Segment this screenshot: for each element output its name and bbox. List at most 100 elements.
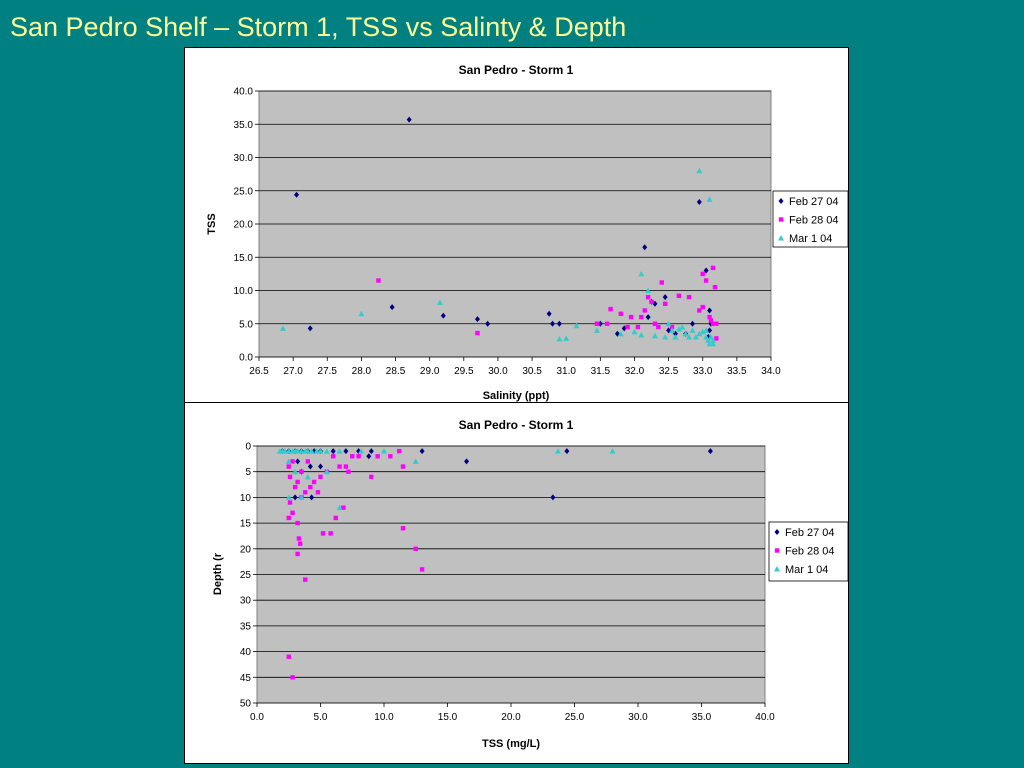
data-point [336,448,343,454]
data-point [290,510,295,516]
data-point [556,336,563,342]
data-point [305,459,310,464]
x-tick-label: 34.0 [761,366,781,377]
data-point [400,526,406,531]
data-point [287,474,293,480]
legend-marker [774,566,780,572]
data-point [710,265,716,271]
y-tick-label: 40 [240,647,252,658]
legend-entry: Feb 28 04 [785,546,835,558]
data-point [621,325,627,332]
y-tick-label: 5 [245,467,251,478]
x-tick-label: 31.0 [556,366,576,377]
data-point [294,191,300,198]
data-point [308,484,313,490]
data-point [285,448,292,454]
y-tick-label: 20 [240,544,252,555]
data-point [294,448,301,454]
data-point [412,458,419,464]
data-point [686,294,692,300]
data-point [696,330,703,337]
data-point [440,312,446,319]
data-point [689,327,696,333]
y-tick-label: 35 [240,621,252,632]
data-point [714,321,719,326]
data-point [304,448,311,454]
data-point [556,320,562,327]
data-point [311,479,317,485]
data-point [700,304,705,310]
y-tick-label: 30.0 [234,153,254,164]
data-point [709,337,716,343]
data-point [675,326,682,332]
data-point [594,321,600,326]
x-tick-label: 10.0 [374,712,394,723]
data-point [631,328,638,335]
data-point [341,505,346,510]
x-axis-label: Salinity (ppt) [483,390,550,402]
data-point [662,301,668,306]
data-point [475,330,480,336]
x-tick-label: 33.5 [727,366,747,377]
data-point [703,327,710,333]
data-point [290,675,295,680]
data-point [682,330,689,337]
x-tick-label: 29.5 [454,366,474,377]
x-tick-label: 27.0 [283,366,303,377]
data-point [652,321,658,326]
data-point [358,310,365,317]
data-point [665,320,672,327]
data-point [307,463,313,470]
data-point [295,551,300,557]
data-point [331,454,336,459]
data-point [307,325,313,332]
series-mar-1-04 [279,167,716,347]
data-point [703,334,710,340]
x-tick-label: 30.0 [488,366,508,377]
data-point [679,324,686,330]
data-point [659,280,664,285]
data-point [389,304,395,311]
data-point [298,494,305,500]
data-point [696,167,703,174]
data-point [703,278,709,283]
data-point [708,318,714,323]
slide-title: San Pedro Shelf – Storm 1, TSS vs Salint… [10,12,627,42]
data-point [546,310,552,317]
legend-marker [778,198,784,204]
data-point [285,458,292,464]
x-tick-label: 28.0 [352,366,372,377]
x-tick-label: 40.0 [755,712,775,723]
data-point [346,469,351,474]
data-point [628,314,634,320]
data-point [712,284,718,290]
data-point [292,494,298,501]
series-mar-1-04 [276,448,616,511]
data-point [573,322,580,329]
x-axis-label: TSS (mg/L) [482,738,540,750]
data-point [593,327,600,333]
data-point [292,468,299,475]
data-point [343,448,349,455]
data-point [662,334,669,340]
data-point [350,454,355,459]
data-point [381,448,387,454]
data-point [315,490,321,495]
data-point [656,324,661,330]
data-point [287,500,293,505]
legend-entry: Feb 28 04 [789,215,839,227]
data-point [330,448,336,455]
data-point [366,453,372,460]
data-point [707,314,712,320]
data-point [676,293,682,299]
y-tick-label: 25.0 [234,186,254,197]
data-point [645,287,652,293]
data-point [295,520,300,526]
data-point [290,459,295,464]
data-point [609,448,616,454]
data-point [689,320,695,327]
data-point [281,448,288,454]
data-point [313,448,320,454]
data-point [397,448,402,454]
data-point [635,324,641,330]
